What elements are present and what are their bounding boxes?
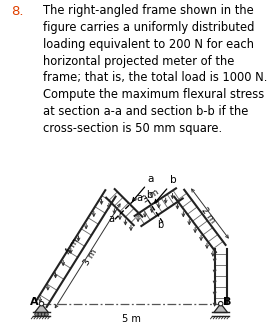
Text: B: B <box>223 297 232 307</box>
Circle shape <box>35 313 38 316</box>
Polygon shape <box>214 304 228 313</box>
Circle shape <box>41 313 45 316</box>
Text: 3 m: 3 m <box>141 187 161 204</box>
Polygon shape <box>34 304 48 313</box>
Circle shape <box>45 313 48 316</box>
Text: a: a <box>108 214 115 224</box>
Text: b: b <box>146 190 153 200</box>
Text: b: b <box>170 175 177 185</box>
Circle shape <box>39 302 44 306</box>
Text: b: b <box>157 220 163 230</box>
Text: a: a <box>137 193 143 203</box>
Text: 5 m: 5 m <box>122 314 140 324</box>
Text: 8.: 8. <box>11 5 23 18</box>
Text: A: A <box>30 297 39 307</box>
Circle shape <box>219 302 223 306</box>
Text: 2 m: 2 m <box>199 206 217 225</box>
Text: a: a <box>148 174 154 184</box>
Text: 3 m: 3 m <box>82 247 99 267</box>
Circle shape <box>38 313 42 316</box>
Text: 4 m: 4 m <box>64 237 81 256</box>
Text: The right-angled frame shown in the
figure carries a uniformly distributed
loadi: The right-angled frame shown in the figu… <box>43 4 267 135</box>
